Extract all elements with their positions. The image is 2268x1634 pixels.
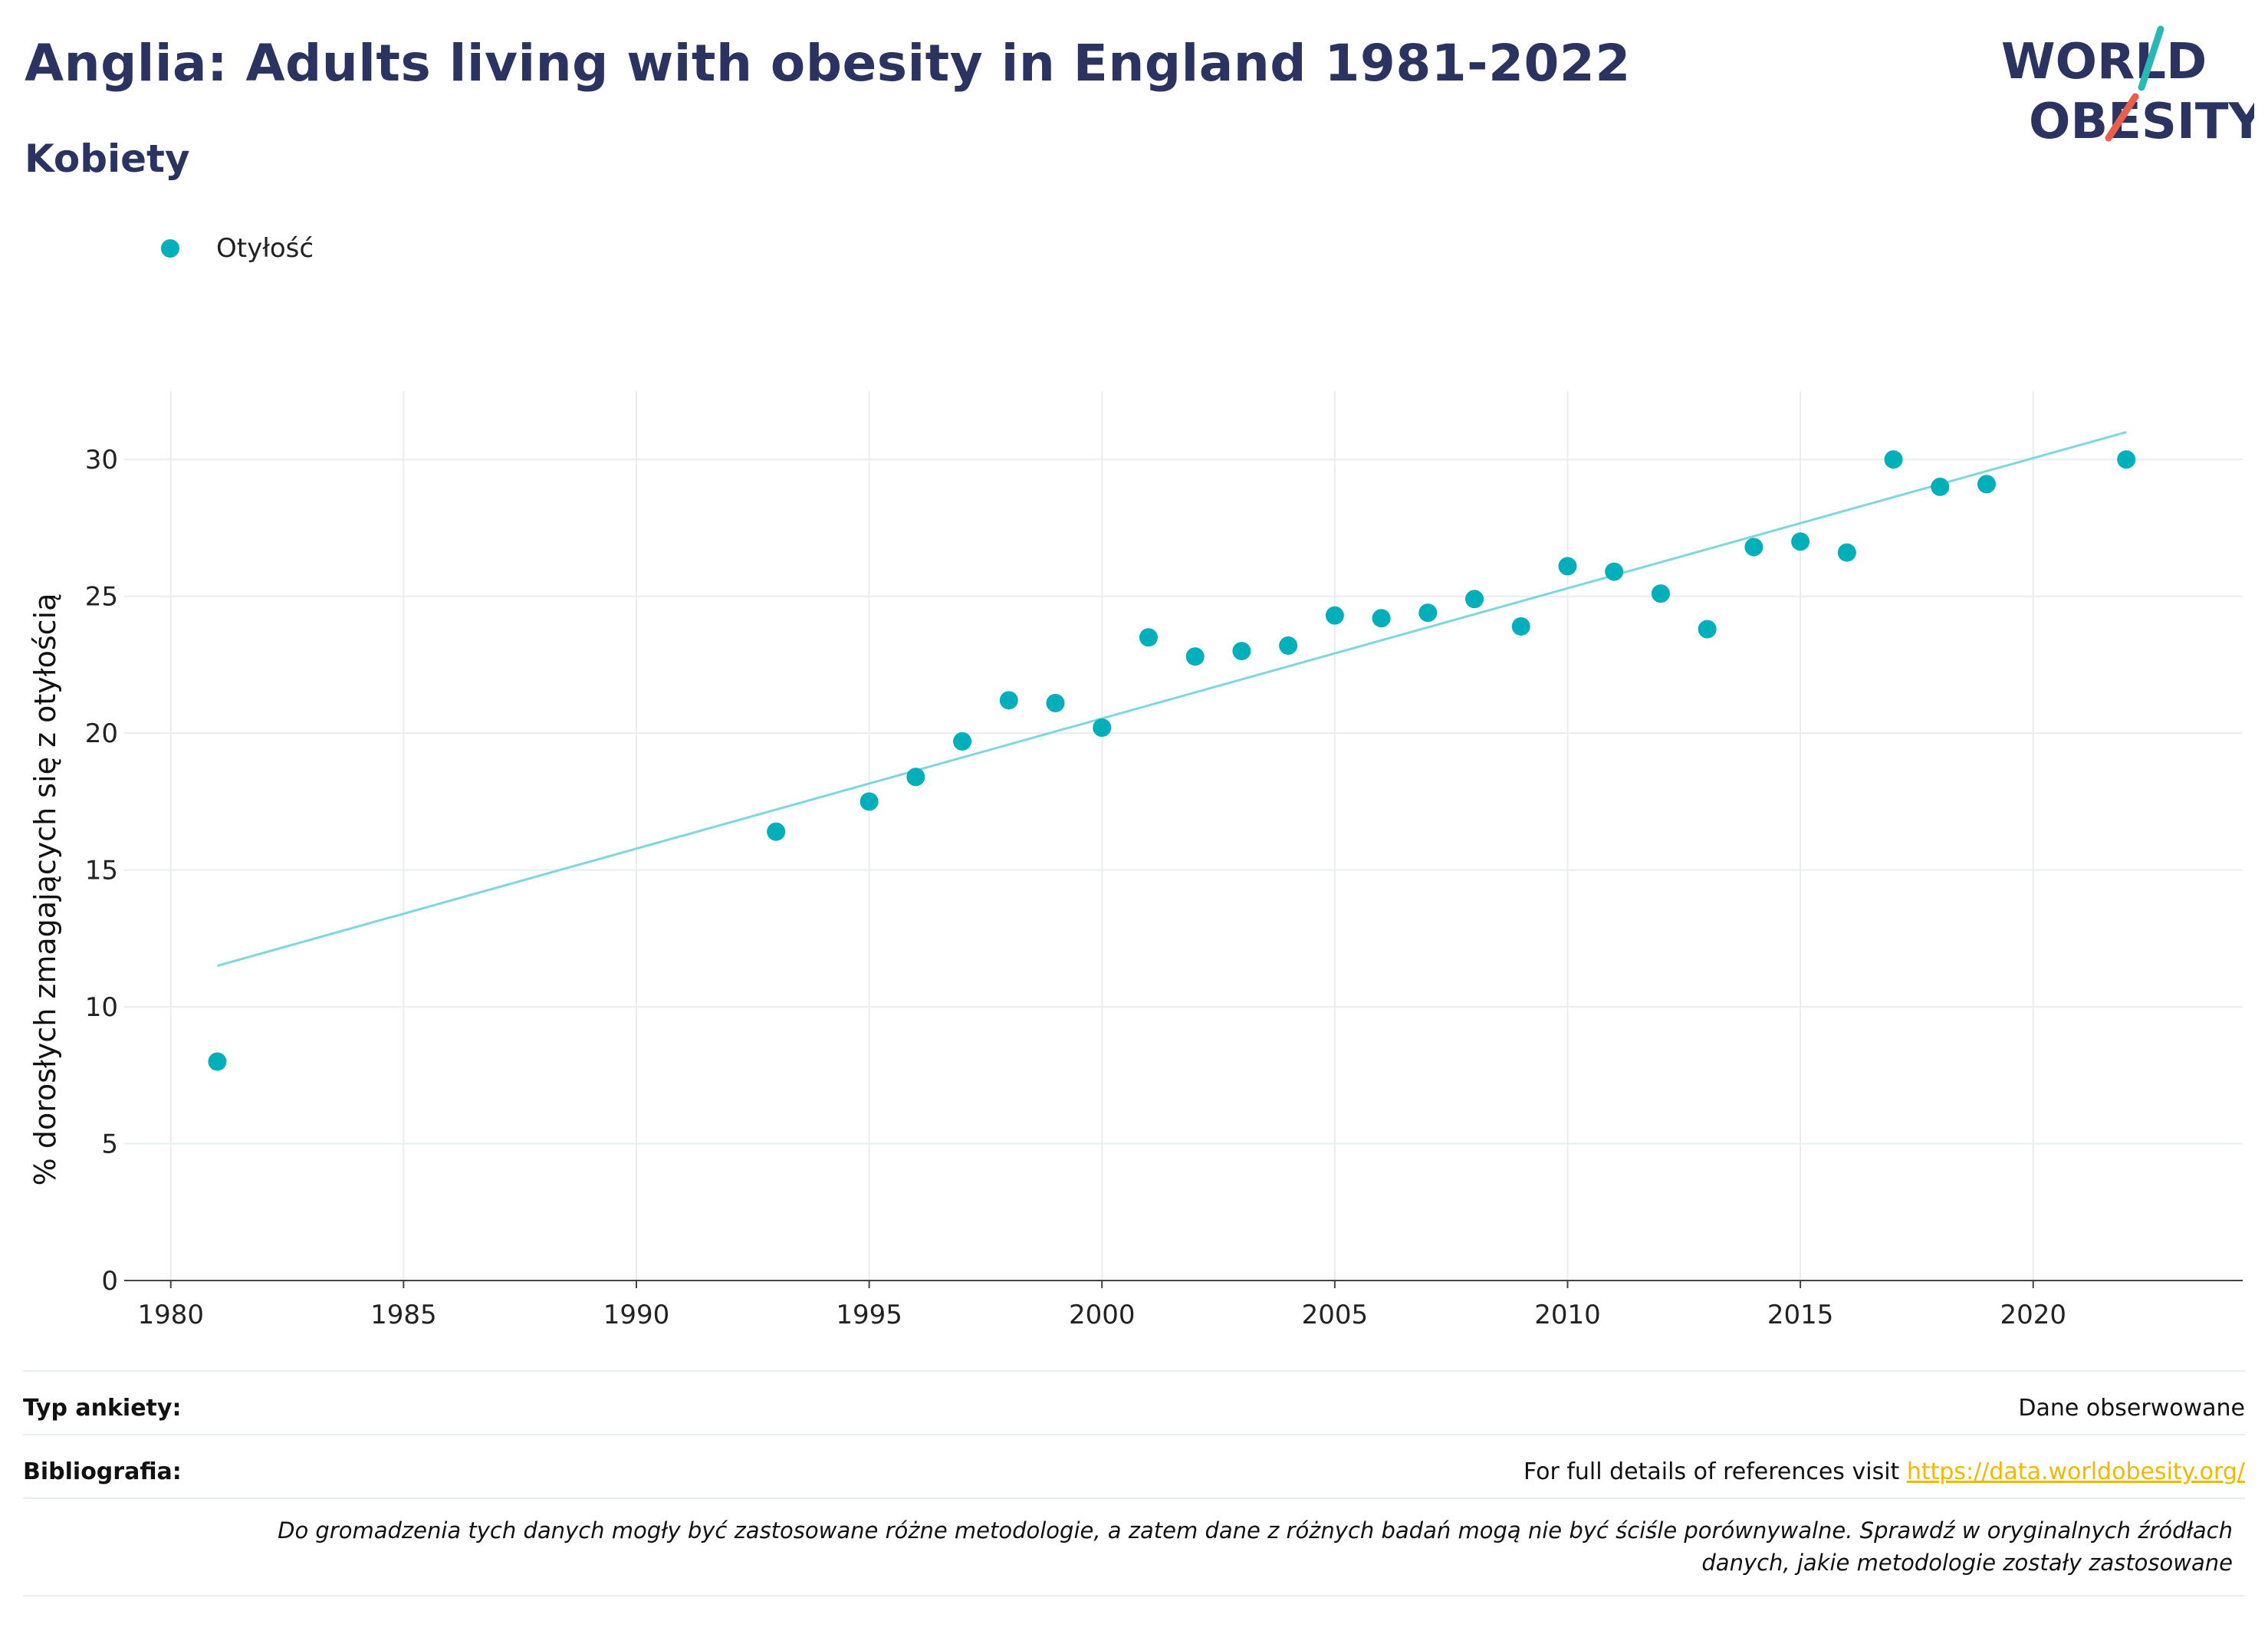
data-point [1791,532,1810,551]
data-point [2117,450,2136,469]
bibliography-value: For full details of references visit htt… [1524,1458,2245,1485]
data-point [860,792,879,811]
data-point [1884,450,1903,469]
legend: Otyłość [161,232,314,265]
data-point [1232,642,1251,661]
bibliography-key: Bibliografia: [23,1458,182,1485]
survey-type-value: Dane obserwowane [2018,1394,2245,1422]
x-tick-label: 2010 [1534,1300,1601,1330]
x-tick-label: 2000 [1069,1300,1136,1330]
x-tick-label: 2015 [1767,1300,1834,1330]
data-point [1651,584,1670,603]
data-point [1837,543,1856,562]
data-point [1511,616,1530,636]
data-point [1558,557,1577,576]
trendline [217,431,2127,967]
data-point [1977,475,1997,494]
data-point [1698,620,1717,639]
divider [23,1370,2245,1372]
x-tick-label: 2005 [1302,1300,1369,1330]
trendline-layer [217,431,2127,967]
page-title: Anglia: Adults living with obesity in En… [25,34,1631,93]
divider [23,1595,2245,1596]
divider [23,1434,2245,1435]
data-point [1185,647,1205,666]
data-point [1744,538,1763,557]
x-tick-label: 1995 [836,1300,902,1330]
divider [23,1498,2245,1499]
grid-lines [124,391,2243,1281]
y-tick-label: 15 [85,856,118,886]
data-point [953,732,972,751]
x-tick-label: 1985 [370,1300,437,1330]
methodology-note: Do gromadzenia tych danych mogły być zas… [23,1514,2233,1579]
data-point [1605,562,1624,581]
data-point [1093,718,1112,738]
data-point [767,822,786,841]
data-point [208,1052,227,1071]
y-tick-label: 0 [101,1266,118,1297]
world-obesity-logo: WORLD OBESITY [2001,25,2254,150]
methodology-note-line1: Do gromadzenia tych danych mogły być zas… [278,1517,2233,1544]
data-point [999,691,1018,710]
bibliography-link[interactable]: https://data.worldobesity.org/ [1906,1458,2245,1485]
y-tick-label: 20 [85,718,118,749]
x-tick-label: 2020 [2000,1300,2066,1330]
data-point [1931,477,1950,496]
data-point [1418,603,1438,623]
data-point [906,768,925,787]
svg-text:WORLD: WORLD [2001,34,2207,90]
svg-text:OBESITY: OBESITY [2029,94,2254,150]
data-point [1139,628,1158,647]
data-point [1372,609,1391,628]
data-point [1465,590,1484,609]
bibliography-row: Bibliografia: For full details of refere… [23,1452,2245,1491]
data-points [208,450,2136,1071]
legend-marker-icon [161,239,179,258]
data-point [1325,606,1344,625]
axes: 1980 1985 1990 1995 2000 2005 2010 2015 20200510… [85,445,2243,1330]
y-tick-label: 5 [101,1129,118,1160]
page-subtitle: Kobiety [25,136,190,181]
y-axis-label: % dorosłych zmagających się z otyłością [28,593,62,1186]
data-point [1046,693,1065,712]
legend-label: Otyłość [216,233,314,264]
y-tick-label: 10 [85,992,118,1023]
methodology-note-line2: danych, jakie metodologie zostały zastos… [1701,1550,2233,1576]
x-tick-label: 1990 [603,1300,670,1330]
x-tick-label: 1980 [137,1300,204,1330]
bibliography-text: For full details of references visit [1523,1458,1907,1485]
y-tick-label: 25 [85,582,118,613]
y-tick-label: 30 [85,445,118,475]
survey-type-key: Typ ankiety: [23,1394,182,1422]
scatter-chart: 1980 1985 1990 1995 2000 2005 2010 2015 20200510… [28,391,2243,1330]
data-point [1279,636,1298,655]
survey-type-row: Typ ankiety: Dane obserwowane [23,1388,2245,1428]
